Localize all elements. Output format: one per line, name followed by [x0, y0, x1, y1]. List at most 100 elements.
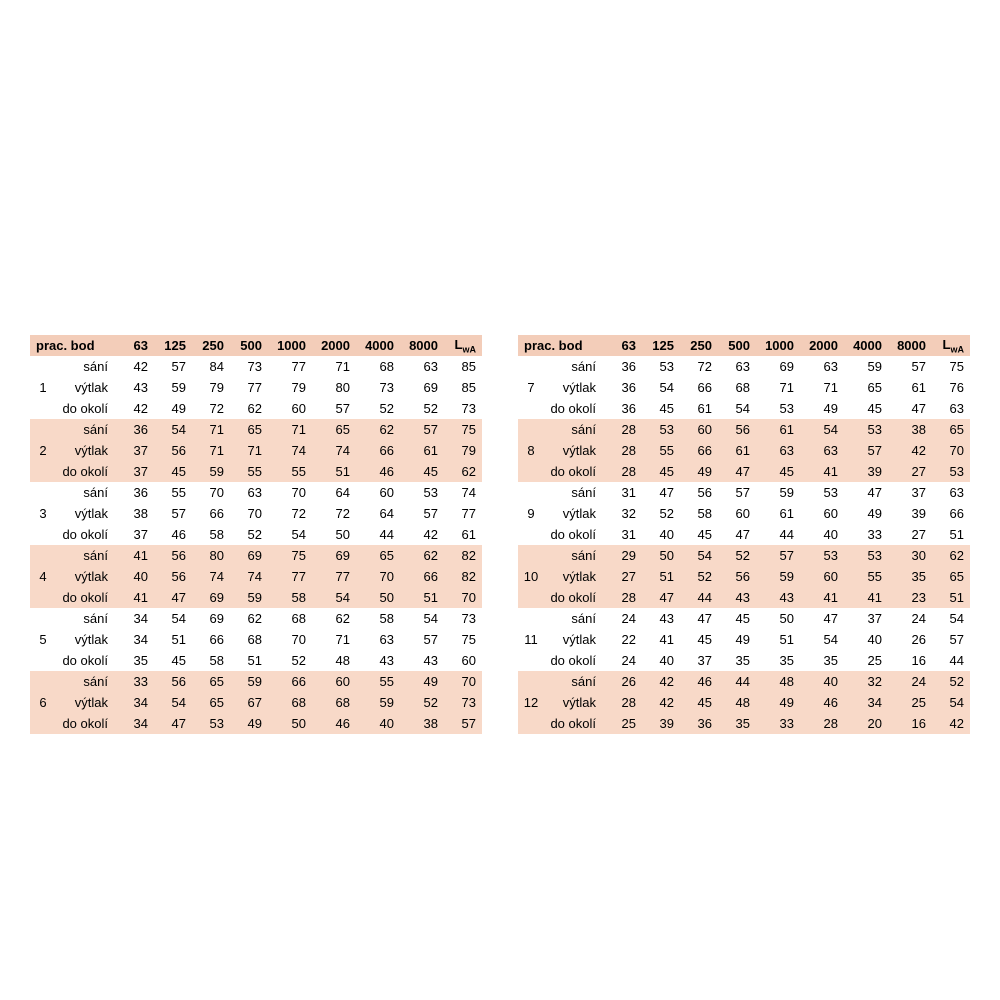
- row-label: sání: [56, 671, 116, 692]
- table-row: sání244347455047372454: [518, 608, 970, 629]
- value-cell: 66: [268, 671, 312, 692]
- value-cell: 24: [888, 671, 932, 692]
- value-cell: 70: [356, 566, 400, 587]
- header-freq: 8000: [888, 335, 932, 356]
- value-cell: 70: [444, 587, 482, 608]
- value-cell: 40: [116, 566, 154, 587]
- table-row: 12výtlak284245484946342554: [518, 692, 970, 713]
- group-index: [518, 461, 544, 482]
- value-cell: 59: [192, 461, 230, 482]
- header-freq: 63: [604, 335, 642, 356]
- value-cell: 37: [116, 440, 154, 461]
- header-freq: 2000: [312, 335, 356, 356]
- value-cell: 43: [356, 650, 400, 671]
- value-cell: 66: [192, 629, 230, 650]
- value-cell: 47: [800, 608, 844, 629]
- value-cell: 62: [400, 545, 444, 566]
- value-cell: 36: [604, 356, 642, 377]
- value-cell: 58: [192, 524, 230, 545]
- value-cell: 54: [680, 545, 718, 566]
- value-cell: 62: [312, 608, 356, 629]
- row-label: sání: [544, 419, 604, 440]
- value-cell: 65: [192, 692, 230, 713]
- value-cell: 73: [356, 377, 400, 398]
- value-cell: 77: [312, 566, 356, 587]
- value-cell: 37: [680, 650, 718, 671]
- value-cell: 50: [312, 524, 356, 545]
- table-row: do okolí424972626057525273: [30, 398, 482, 419]
- row-label: výtlak: [56, 566, 116, 587]
- value-cell: 54: [154, 419, 192, 440]
- row-label: do okolí: [544, 398, 604, 419]
- group-index: 2: [30, 440, 56, 461]
- value-cell: 45: [642, 398, 680, 419]
- value-cell: 47: [154, 587, 192, 608]
- value-cell: 45: [680, 629, 718, 650]
- value-cell: 57: [718, 482, 756, 503]
- row-label: sání: [544, 482, 604, 503]
- row-label: výtlak: [56, 629, 116, 650]
- value-cell: 68: [356, 356, 400, 377]
- value-cell: 53: [844, 545, 888, 566]
- header-freq: 500: [230, 335, 268, 356]
- value-cell: 71: [312, 629, 356, 650]
- value-cell: 52: [932, 671, 970, 692]
- value-cell: 46: [800, 692, 844, 713]
- value-cell: 68: [230, 629, 268, 650]
- value-cell: 54: [932, 608, 970, 629]
- value-cell: 57: [400, 503, 444, 524]
- value-cell: 27: [888, 524, 932, 545]
- value-cell: 53: [844, 419, 888, 440]
- value-cell: 65: [192, 671, 230, 692]
- value-cell: 43: [756, 587, 800, 608]
- value-cell: 55: [230, 461, 268, 482]
- table-row: do okolí374658525450444261: [30, 524, 482, 545]
- row-label: do okolí: [56, 524, 116, 545]
- value-cell: 34: [116, 692, 154, 713]
- group-index: [518, 419, 544, 440]
- value-cell: 63: [932, 482, 970, 503]
- row-label: sání: [56, 356, 116, 377]
- value-cell: 71: [312, 356, 356, 377]
- row-label: do okolí: [544, 587, 604, 608]
- sound-table-right: prac. bod631252505001000200040008000LwAs…: [518, 335, 970, 734]
- value-cell: 51: [642, 566, 680, 587]
- value-cell: 32: [844, 671, 888, 692]
- value-cell: 62: [932, 545, 970, 566]
- row-label: výtlak: [544, 503, 604, 524]
- table-row: do okolí284744434341412351: [518, 587, 970, 608]
- value-cell: 46: [680, 671, 718, 692]
- value-cell: 51: [932, 524, 970, 545]
- value-cell: 46: [312, 713, 356, 734]
- value-cell: 70: [444, 671, 482, 692]
- group-index: [30, 587, 56, 608]
- value-cell: 62: [230, 398, 268, 419]
- value-cell: 35: [116, 650, 154, 671]
- value-cell: 54: [312, 587, 356, 608]
- value-cell: 41: [800, 461, 844, 482]
- value-cell: 40: [356, 713, 400, 734]
- value-cell: 60: [444, 650, 482, 671]
- value-cell: 58: [356, 608, 400, 629]
- row-label: výtlak: [56, 440, 116, 461]
- value-cell: 57: [400, 419, 444, 440]
- value-cell: 47: [888, 398, 932, 419]
- value-cell: 25: [604, 713, 642, 734]
- row-label: sání: [56, 545, 116, 566]
- table-row: sání365372636963595775: [518, 356, 970, 377]
- value-cell: 50: [268, 713, 312, 734]
- value-cell: 57: [154, 356, 192, 377]
- value-cell: 36: [604, 398, 642, 419]
- value-cell: 49: [844, 503, 888, 524]
- value-cell: 59: [844, 356, 888, 377]
- value-cell: 85: [444, 356, 482, 377]
- value-cell: 79: [444, 440, 482, 461]
- value-cell: 41: [642, 629, 680, 650]
- value-cell: 37: [116, 524, 154, 545]
- value-cell: 65: [932, 419, 970, 440]
- value-cell: 43: [642, 608, 680, 629]
- value-cell: 73: [230, 356, 268, 377]
- value-cell: 44: [356, 524, 400, 545]
- value-cell: 59: [756, 566, 800, 587]
- value-cell: 63: [230, 482, 268, 503]
